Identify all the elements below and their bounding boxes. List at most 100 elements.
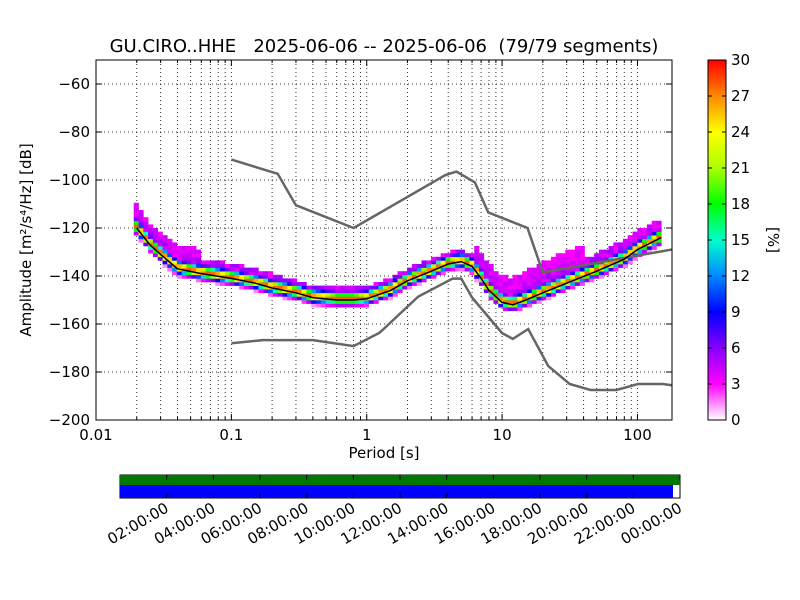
heatmap-cell bbox=[344, 300, 350, 304]
heatmap-cell bbox=[560, 264, 566, 268]
heatmap-cell bbox=[598, 249, 605, 254]
heatmap-cell bbox=[603, 267, 609, 272]
heatmap-cell bbox=[268, 289, 274, 294]
y-axis: −200 −180 −160 −140 −120 −100 −80 −60 bbox=[49, 75, 672, 429]
heatmap-cell bbox=[517, 289, 523, 294]
heatmap-cell bbox=[229, 282, 235, 286]
heatmap-cell bbox=[320, 289, 326, 294]
heatmap-cell bbox=[622, 253, 629, 258]
heatmap-cell bbox=[263, 282, 269, 286]
heatmap-cell bbox=[186, 274, 192, 279]
heatmap-cell bbox=[646, 228, 652, 232]
heatmap-cell bbox=[479, 264, 485, 268]
heatmap-cell bbox=[613, 253, 619, 258]
heatmap-cell bbox=[445, 267, 451, 272]
heatmap-cell bbox=[402, 285, 408, 290]
heatmap-cell bbox=[162, 242, 168, 247]
heatmap-cell bbox=[479, 282, 485, 286]
heatmap-cell bbox=[642, 235, 648, 240]
heatmap-cell bbox=[383, 292, 389, 297]
heatmap-cell bbox=[354, 285, 360, 290]
heatmap-cell bbox=[291, 296, 298, 301]
heatmap-cell bbox=[234, 278, 240, 283]
heatmap-cell bbox=[550, 289, 557, 294]
heatmap-cell bbox=[191, 253, 197, 258]
heatmap-cell bbox=[148, 242, 154, 247]
heatmap-cell bbox=[373, 285, 379, 290]
heatmap-cell bbox=[579, 278, 585, 283]
heatmap-cell bbox=[637, 242, 643, 247]
colorbar-tick-label: 30 bbox=[731, 51, 750, 69]
heatmap-cell bbox=[507, 289, 513, 294]
heatmap-cell bbox=[411, 264, 417, 268]
heatmap-cell bbox=[306, 300, 312, 304]
heatmap-cell bbox=[541, 264, 547, 268]
heatmap-cell bbox=[138, 224, 144, 229]
heatmap-cell bbox=[512, 285, 518, 290]
heatmap-cell bbox=[205, 271, 211, 276]
heatmap-cell bbox=[651, 228, 657, 232]
heatmap-cell bbox=[263, 271, 269, 276]
heatmap-cell bbox=[555, 289, 561, 294]
heatmap-cell bbox=[589, 264, 595, 268]
heatmap-cell bbox=[570, 271, 576, 276]
heatmap-cell bbox=[224, 271, 230, 276]
heatmap-cell bbox=[138, 217, 144, 222]
heatmap-cell bbox=[157, 238, 163, 243]
x-axis: 0.01 0.1 1 10 100 bbox=[79, 60, 652, 444]
heatmap-cell bbox=[526, 292, 533, 297]
heatmap-cell bbox=[656, 224, 662, 229]
heatmap-cell bbox=[220, 260, 226, 265]
heatmap-cell bbox=[172, 260, 178, 265]
heatmap-cell bbox=[488, 289, 494, 294]
heatmap-cell bbox=[320, 303, 326, 308]
heatmap-cell bbox=[560, 278, 566, 283]
heatmap-cell bbox=[651, 224, 657, 229]
heatmap-cell bbox=[512, 289, 518, 294]
heatmap-cell bbox=[215, 282, 221, 286]
heatmap-cell bbox=[315, 285, 322, 290]
heatmap-cell bbox=[344, 289, 350, 294]
heatmap-cell bbox=[258, 289, 264, 294]
heatmap-cell bbox=[613, 264, 619, 268]
heatmap-cell bbox=[167, 249, 173, 254]
heatmap-cell bbox=[493, 289, 499, 294]
heatmap-cell bbox=[435, 256, 441, 261]
x-tick-label: 1 bbox=[362, 426, 372, 444]
heatmap-cell bbox=[589, 267, 595, 272]
heatmap-cell bbox=[133, 220, 139, 225]
heatmap-cell bbox=[176, 271, 182, 276]
heatmap-cell bbox=[483, 271, 489, 276]
time-coverage-bar: 02:00:0004:00:0006:00:0008:00:0010:00:00… bbox=[104, 474, 685, 548]
heatmap-cell bbox=[526, 300, 533, 304]
heatmap-cell bbox=[315, 292, 322, 297]
heatmap-cell bbox=[234, 267, 240, 272]
heatmap-cell bbox=[234, 271, 240, 276]
heatmap-cell bbox=[637, 238, 643, 243]
heatmap-cell bbox=[186, 246, 192, 250]
heatmap-cell bbox=[392, 292, 398, 297]
heatmap-cell bbox=[455, 249, 461, 254]
heatmap-cell bbox=[622, 246, 629, 250]
heatmap-cell bbox=[642, 246, 648, 250]
heatmap-cell bbox=[191, 249, 197, 254]
heatmap-cell bbox=[488, 296, 494, 301]
heatmap-cell bbox=[325, 289, 331, 294]
heatmap-cell bbox=[459, 253, 465, 258]
heatmap-cell bbox=[277, 274, 283, 279]
heatmap-cell bbox=[526, 274, 533, 279]
heatmap-cell bbox=[613, 242, 619, 247]
heatmap-cell bbox=[503, 292, 509, 297]
heatmap-cell bbox=[503, 285, 509, 290]
heatmap-cell bbox=[493, 282, 499, 286]
heatmap-cell bbox=[507, 303, 513, 308]
heatmap-cell bbox=[244, 282, 250, 286]
heatmap-cell bbox=[296, 282, 302, 286]
heatmap-cell bbox=[344, 296, 350, 301]
heatmap-cell bbox=[440, 271, 446, 276]
heatmap-cell bbox=[421, 260, 427, 265]
heatmap-cell bbox=[656, 242, 662, 247]
heatmap-cell bbox=[570, 274, 576, 279]
heatmap-cell bbox=[349, 289, 355, 294]
heatmap-cell bbox=[162, 260, 168, 265]
